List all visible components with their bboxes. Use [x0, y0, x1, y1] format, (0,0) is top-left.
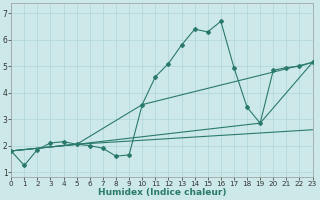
X-axis label: Humidex (Indice chaleur): Humidex (Indice chaleur) — [98, 188, 226, 197]
